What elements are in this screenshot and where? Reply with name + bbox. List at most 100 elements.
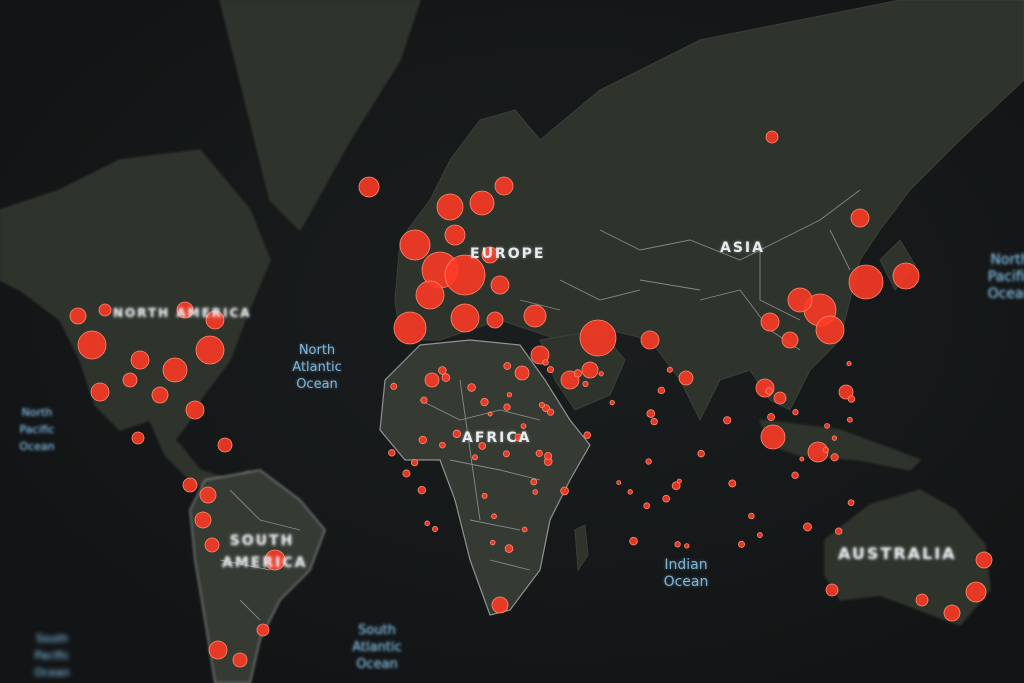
case-marker[interactable]	[400, 230, 430, 260]
case-marker-small[interactable]	[536, 450, 542, 456]
case-marker[interactable]	[492, 597, 508, 613]
case-marker-small[interactable]	[724, 417, 731, 424]
case-marker[interactable]	[916, 594, 928, 606]
case-marker[interactable]	[774, 392, 786, 404]
case-marker-small[interactable]	[481, 398, 488, 405]
case-marker-small[interactable]	[419, 436, 426, 443]
case-marker-small[interactable]	[440, 442, 446, 448]
case-marker-small[interactable]	[658, 387, 665, 394]
case-marker-small[interactable]	[539, 402, 544, 407]
case-marker-small[interactable]	[547, 409, 553, 415]
case-marker-small[interactable]	[490, 540, 495, 545]
case-marker-small[interactable]	[644, 503, 650, 509]
case-marker[interactable]	[491, 276, 509, 294]
case-marker-small[interactable]	[389, 450, 396, 457]
case-marker-small[interactable]	[825, 423, 830, 428]
case-marker[interactable]	[756, 379, 774, 397]
case-marker[interactable]	[445, 225, 465, 245]
case-marker-small[interactable]	[442, 374, 450, 382]
case-marker[interactable]	[515, 366, 529, 380]
case-marker-small[interactable]	[492, 514, 497, 519]
case-marker[interactable]	[893, 263, 919, 289]
case-marker[interactable]	[761, 313, 779, 331]
case-marker-small[interactable]	[438, 367, 446, 375]
case-marker[interactable]	[200, 487, 216, 503]
case-marker[interactable]	[641, 331, 659, 349]
case-marker-small[interactable]	[472, 455, 477, 460]
case-marker-small[interactable]	[646, 459, 651, 464]
case-marker-small[interactable]	[531, 479, 537, 485]
case-marker-small[interactable]	[651, 418, 658, 425]
case-marker[interactable]	[582, 362, 598, 378]
case-marker[interactable]	[394, 312, 426, 344]
case-marker-small[interactable]	[543, 360, 548, 365]
case-marker-small[interactable]	[685, 544, 690, 549]
case-marker-small[interactable]	[468, 384, 476, 392]
case-marker-small[interactable]	[507, 392, 512, 397]
case-marker[interactable]	[196, 336, 224, 364]
case-marker-small[interactable]	[630, 537, 638, 545]
case-marker-small[interactable]	[482, 493, 487, 498]
case-marker-small[interactable]	[738, 541, 744, 547]
case-marker[interactable]	[205, 538, 219, 552]
case-marker-small[interactable]	[425, 521, 430, 526]
case-marker-small[interactable]	[432, 526, 437, 531]
case-marker[interactable]	[233, 653, 247, 667]
case-marker-small[interactable]	[547, 367, 553, 373]
case-marker-small[interactable]	[847, 417, 852, 422]
case-marker-small[interactable]	[561, 487, 569, 495]
case-marker[interactable]	[976, 552, 992, 568]
case-marker-small[interactable]	[831, 454, 838, 461]
case-marker[interactable]	[437, 194, 463, 220]
case-marker-small[interactable]	[411, 459, 417, 465]
case-marker[interactable]	[966, 582, 986, 602]
case-marker[interactable]	[218, 438, 232, 452]
case-marker[interactable]	[209, 641, 227, 659]
case-marker[interactable]	[123, 373, 137, 387]
case-marker-small[interactable]	[617, 481, 621, 485]
case-marker[interactable]	[70, 308, 86, 324]
case-marker-small[interactable]	[804, 523, 812, 531]
case-marker[interactable]	[761, 425, 785, 449]
case-marker-small[interactable]	[848, 500, 854, 506]
case-marker[interactable]	[132, 432, 144, 444]
case-marker-small[interactable]	[823, 447, 828, 452]
case-marker-small[interactable]	[403, 470, 410, 477]
case-marker[interactable]	[851, 209, 869, 227]
case-marker-small[interactable]	[421, 397, 427, 403]
case-marker-small[interactable]	[667, 367, 672, 372]
case-marker[interactable]	[826, 584, 838, 596]
case-marker[interactable]	[524, 305, 546, 327]
case-marker[interactable]	[849, 265, 883, 299]
case-marker[interactable]	[487, 312, 503, 328]
case-marker-small[interactable]	[698, 450, 705, 457]
case-marker-small[interactable]	[793, 409, 798, 414]
case-marker-small[interactable]	[418, 486, 426, 494]
case-marker-small[interactable]	[544, 452, 551, 459]
case-marker[interactable]	[359, 177, 379, 197]
case-marker-small[interactable]	[391, 383, 397, 389]
case-marker[interactable]	[163, 358, 187, 382]
case-marker-small[interactable]	[729, 480, 736, 487]
case-marker-small[interactable]	[584, 432, 591, 439]
case-marker-small[interactable]	[757, 533, 762, 538]
case-marker[interactable]	[425, 373, 439, 387]
case-marker[interactable]	[152, 387, 168, 403]
case-marker-small[interactable]	[848, 396, 855, 403]
case-marker-small[interactable]	[503, 451, 509, 457]
case-marker-small[interactable]	[768, 414, 775, 421]
case-marker-small[interactable]	[663, 495, 670, 502]
case-marker-small[interactable]	[504, 362, 511, 369]
case-marker[interactable]	[470, 191, 494, 215]
case-marker-small[interactable]	[583, 381, 588, 386]
case-marker-small[interactable]	[533, 490, 538, 495]
case-marker-small[interactable]	[488, 412, 492, 416]
case-marker-small[interactable]	[453, 430, 461, 438]
case-marker[interactable]	[580, 320, 616, 356]
case-marker[interactable]	[782, 332, 798, 348]
case-marker-small[interactable]	[521, 424, 526, 429]
case-marker[interactable]	[766, 131, 778, 143]
case-marker-small[interactable]	[610, 400, 615, 405]
case-marker[interactable]	[186, 401, 204, 419]
